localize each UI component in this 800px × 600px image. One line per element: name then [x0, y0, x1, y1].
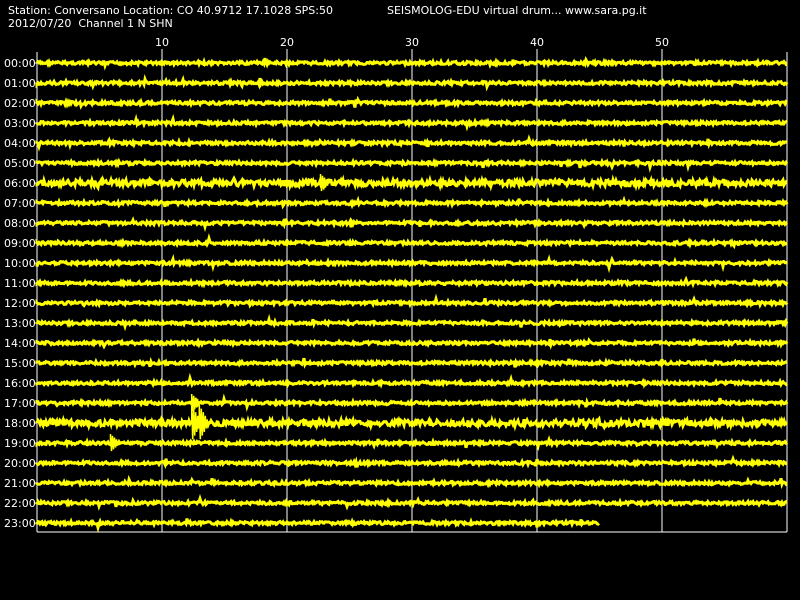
hour-label: 01:00: [4, 77, 36, 90]
credit-text: SEISMOLOG-EDU virtual drum... www.sara.p…: [387, 4, 647, 17]
trace-1900: [35, 435, 789, 452]
hour-label: 18:00: [4, 417, 36, 430]
trace-0500: [35, 157, 789, 173]
trace-0800: [35, 216, 789, 233]
hour-label: 10:00: [4, 257, 36, 270]
hour-label: 22:00: [4, 497, 36, 510]
hour-label: 19:00: [4, 437, 36, 450]
hour-label: 05:00: [4, 157, 36, 170]
trace-0200: [35, 95, 788, 110]
trace-1200: [35, 293, 789, 310]
hour-label: 16:00: [4, 377, 36, 390]
hour-label: 14:00: [4, 337, 36, 350]
hour-label: 15:00: [4, 357, 36, 370]
trace-2300: [35, 517, 600, 534]
date-channel-info: 2012/07/20 Channel 1 N SHN: [8, 17, 173, 30]
hour-label: 21:00: [4, 477, 36, 490]
trace-2200: [35, 493, 788, 511]
x-tick-label: 20: [280, 36, 294, 49]
hour-label: 23:00: [4, 517, 36, 530]
hour-label: 02:00: [4, 97, 36, 110]
hour-label: 12:00: [4, 297, 36, 310]
trace-1400: [35, 336, 789, 350]
trace-1000: [35, 254, 789, 274]
trace-0300: [35, 113, 788, 132]
trace-1500: [35, 356, 788, 369]
hour-label: 06:00: [4, 177, 36, 190]
hour-label: 04:00: [4, 137, 36, 150]
seismic-event: [319, 173, 330, 192]
x-tick-label: 10: [155, 36, 169, 49]
hour-label: 17:00: [4, 397, 36, 410]
station-info: Station: Conversano Location: CO 40.9712…: [8, 4, 333, 17]
hour-label: 03:00: [4, 117, 36, 130]
seismic-event: [109, 433, 120, 452]
x-tick-label: 30: [405, 36, 419, 49]
trace-1700: [35, 393, 789, 412]
trace-0400: [35, 134, 788, 152]
trace-0100: [35, 73, 789, 92]
trace-0600: [35, 174, 788, 192]
x-tick-label: 50: [655, 36, 669, 49]
hour-label: 08:00: [4, 217, 36, 230]
trace-1600: [35, 372, 788, 389]
hour-label: 20:00: [4, 457, 36, 470]
hour-label: 13:00: [4, 317, 36, 330]
trace-2000: [35, 454, 788, 470]
seismic-event: [190, 404, 201, 440]
trace-2100: [35, 474, 788, 490]
x-tick-label: 40: [530, 36, 544, 49]
hour-label: 09:00: [4, 237, 36, 250]
trace-0700: [35, 195, 789, 210]
seismic-event: [190, 393, 201, 412]
trace-1100: [35, 275, 789, 289]
hour-label: 11:00: [4, 277, 36, 290]
trace-1800: [35, 414, 788, 432]
hour-label: 07:00: [4, 197, 36, 210]
hour-label: 00:00: [4, 57, 36, 70]
trace-0000: [35, 55, 788, 71]
trace-0900: [35, 232, 788, 250]
seismic-event: [198, 404, 209, 440]
trace-1300: [35, 313, 789, 332]
